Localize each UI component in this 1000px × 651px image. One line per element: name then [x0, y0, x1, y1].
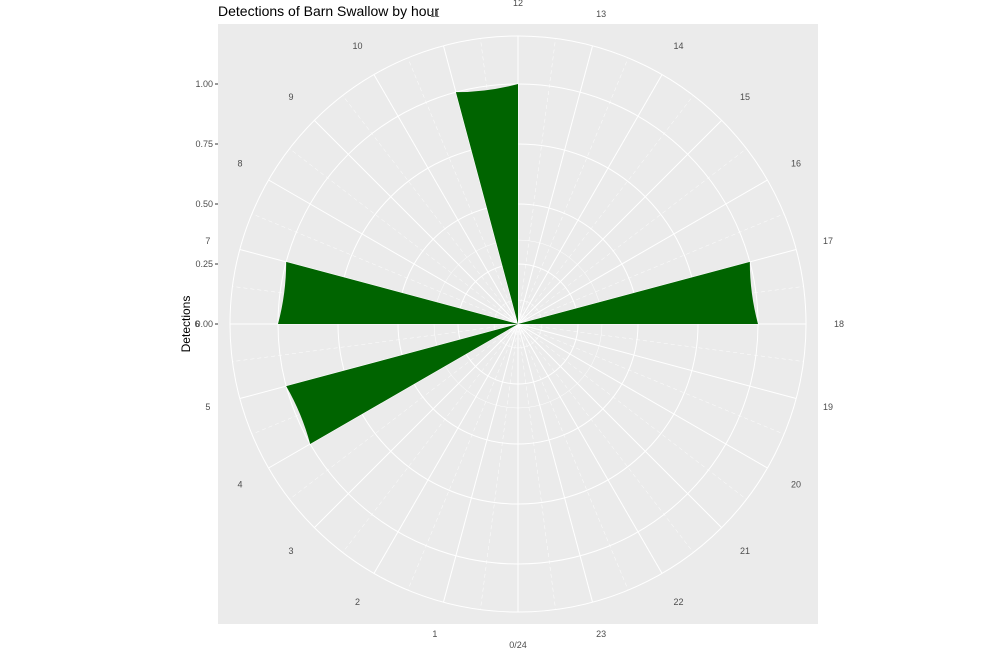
- grid-spoke-minor: [342, 323, 519, 553]
- hour-label: 23: [596, 629, 606, 639]
- hour-label: 20: [791, 480, 801, 490]
- grid-spoke: [313, 323, 519, 529]
- grid-spoke-minor: [289, 323, 519, 500]
- grid-spoke-minor: [517, 323, 804, 362]
- grid-spoke: [517, 45, 594, 325]
- hour-labels: 0/24123456789101112131415161718192021222…: [194, 0, 844, 650]
- grid-spoke: [268, 179, 519, 325]
- hour-label: 10: [352, 41, 362, 51]
- hour-label: 15: [740, 92, 750, 102]
- y-tick-label: 1.00: [195, 79, 213, 89]
- grid-spoke-minor: [251, 213, 519, 325]
- hour-label: 12: [513, 0, 523, 8]
- hour-label: 4: [237, 480, 242, 490]
- hour-label: 13: [596, 9, 606, 19]
- grid-spoke-minor: [407, 323, 519, 591]
- grid-spoke: [517, 179, 768, 325]
- hour-label: 3: [289, 546, 294, 556]
- hour-label: 2: [355, 597, 360, 607]
- hour-label: 14: [673, 41, 683, 51]
- grid-spoke-minor: [517, 95, 694, 325]
- grid-spoke: [517, 323, 723, 529]
- grid-spoke-minor: [517, 57, 629, 325]
- bar-hour-17: [518, 261, 758, 324]
- hour-label: 7: [205, 236, 210, 246]
- grid-spoke: [517, 119, 723, 325]
- hour-label: 22: [673, 597, 683, 607]
- hour-label: 9: [289, 92, 294, 102]
- hour-label: 0/24: [509, 640, 527, 650]
- grid-spoke-minor: [517, 323, 694, 553]
- hour-label: 16: [791, 159, 801, 169]
- y-tick-label: 0.00: [195, 319, 213, 329]
- hour-label: 17: [823, 236, 833, 246]
- grid-spoke-minor: [517, 323, 556, 610]
- chart-title: Detections of Barn Swallow by hour: [218, 3, 439, 19]
- grid-spoke: [313, 119, 519, 325]
- grid-spoke-minor: [517, 38, 556, 325]
- bar-hour-6: [278, 261, 518, 324]
- grid-spoke-minor: [232, 323, 519, 362]
- grid-spoke-minor: [517, 323, 785, 435]
- grid-spoke: [517, 323, 663, 574]
- grid-spoke: [517, 323, 768, 469]
- bar-hour-4: [286, 324, 518, 444]
- grid-spoke-minor: [517, 323, 747, 500]
- hour-label: 21: [740, 546, 750, 556]
- grid-spoke: [442, 323, 519, 603]
- grid-spoke-minor: [517, 213, 785, 325]
- grid-spoke: [517, 323, 594, 603]
- y-axis-title: Detections: [179, 296, 193, 353]
- grid-spoke: [517, 74, 663, 325]
- grid-spoke: [373, 74, 519, 325]
- grid-spoke-minor: [407, 57, 519, 325]
- grid-spoke: [373, 323, 519, 574]
- y-axis: 0.00 0.25 0.50 0.75 1.00: [195, 79, 218, 329]
- grid-spoke-minor: [517, 323, 629, 591]
- bar-hour-11: [455, 84, 518, 324]
- y-tick-label: 0.25: [195, 259, 213, 269]
- grid-spoke-minor: [342, 95, 519, 325]
- hour-label: 19: [823, 402, 833, 412]
- hour-label: 8: [237, 159, 242, 169]
- grid-spoke-minor: [480, 323, 519, 610]
- grid-spoke-minor: [289, 148, 519, 325]
- grid-spoke-minor: [517, 148, 747, 325]
- bar-layer: [278, 84, 758, 444]
- hour-label: 18: [834, 319, 844, 329]
- y-tick-label: 0.50: [195, 199, 213, 209]
- hour-label: 5: [205, 402, 210, 412]
- hour-label: 6: [194, 319, 199, 329]
- y-tick-label: 0.75: [195, 139, 213, 149]
- grid-spoke: [517, 323, 797, 400]
- hour-label: 1: [432, 629, 437, 639]
- hour-label: 11: [430, 9, 439, 19]
